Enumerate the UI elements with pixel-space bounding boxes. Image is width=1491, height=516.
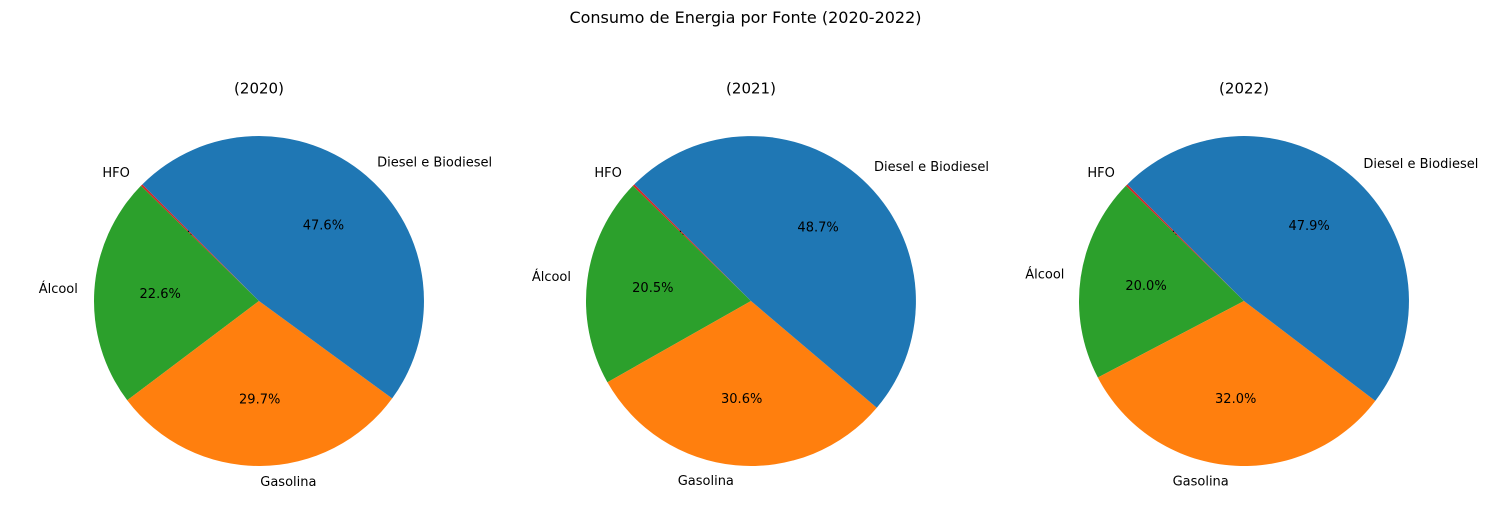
chart-title: (2020) bbox=[234, 80, 284, 98]
pie-slice-hfo bbox=[140, 184, 259, 301]
chart-title: (2022) bbox=[1219, 80, 1269, 98]
chart-title: (2021) bbox=[726, 80, 776, 98]
percent-label-gasolina: 30.6% bbox=[721, 392, 762, 407]
pie-slice-gasolina bbox=[1097, 301, 1376, 466]
percent-label-diesel-e-biodiesel: 47.9% bbox=[1288, 219, 1329, 234]
slice-label-diesel-e-biodiesel: Diesel e Biodiesel bbox=[1363, 157, 1478, 172]
percent-label-diesel-e-biodiesel: 47.6% bbox=[303, 218, 344, 233]
pie-slice-alcool bbox=[1079, 185, 1244, 378]
percent-label-alcool: 20.5% bbox=[632, 281, 673, 296]
percent-label-gasolina: 29.7% bbox=[239, 393, 280, 408]
pie-slice-gasolina bbox=[127, 301, 393, 466]
pie-slice-diesel-e-biodiesel bbox=[1127, 136, 1409, 401]
slice-label-alcool: Álcool bbox=[39, 281, 78, 297]
slice-label-alcool: Álcool bbox=[532, 269, 571, 285]
slice-label-hfo: HFO bbox=[102, 166, 130, 181]
pie-slice-alcool bbox=[585, 185, 751, 383]
pie-slice-diesel-e-biodiesel bbox=[142, 136, 424, 399]
pie-slice-diesel-e-biodiesel bbox=[634, 136, 916, 408]
slice-label-hfo: HFO bbox=[594, 166, 622, 181]
figure-title: Consumo de Energia por Fonte (2020-2022) bbox=[569, 8, 922, 27]
pie-slice-hfo bbox=[1125, 184, 1244, 301]
percent-label-diesel-e-biodiesel: 48.7% bbox=[797, 221, 838, 236]
slice-label-diesel-e-biodiesel: Diesel e Biodiesel bbox=[377, 156, 492, 171]
slice-label-gasolina: Gasolina bbox=[678, 474, 734, 489]
pie-slice-alcool bbox=[93, 185, 259, 401]
slice-label-hfo: HFO bbox=[1087, 166, 1115, 181]
percent-label-alcool: 22.6% bbox=[140, 287, 181, 302]
slice-label-diesel-e-biodiesel: Diesel e Biodiesel bbox=[874, 160, 989, 175]
pie-slice-hfo bbox=[632, 184, 751, 301]
pie-slice-gasolina bbox=[607, 301, 877, 466]
slice-label-alcool: Álcool bbox=[1025, 266, 1064, 282]
slice-label-gasolina: Gasolina bbox=[260, 475, 316, 490]
percent-label-alcool: 20.0% bbox=[1125, 279, 1166, 294]
slice-label-gasolina: Gasolina bbox=[1173, 474, 1229, 489]
percent-label-gasolina: 32.0% bbox=[1215, 392, 1256, 407]
